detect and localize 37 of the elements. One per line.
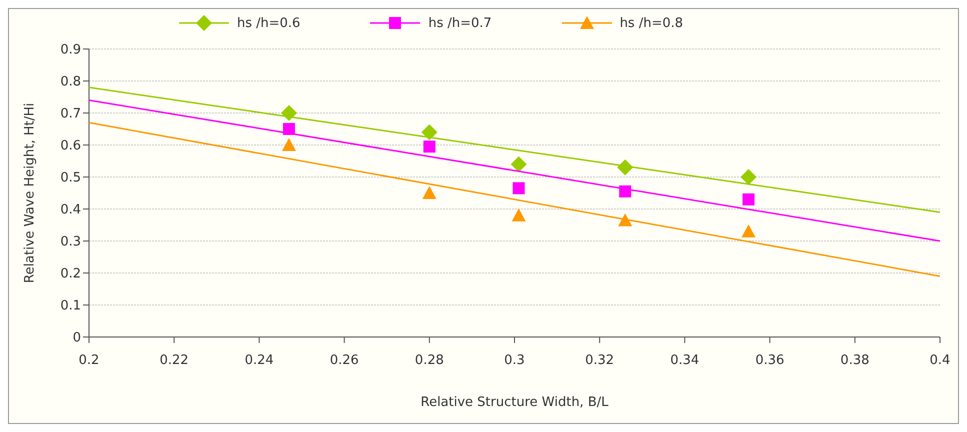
point bbox=[742, 193, 755, 206]
legend-label: hs /h=0.6 bbox=[237, 16, 300, 30]
y-tick-label: 0.5 bbox=[60, 170, 81, 186]
x-tick-label: 0.26 bbox=[330, 353, 359, 368]
y-tick-label: 0.4 bbox=[60, 202, 81, 218]
x-tick-label: 0.34 bbox=[670, 353, 700, 368]
point bbox=[280, 105, 297, 121]
y-tick-label: 0.7 bbox=[60, 106, 81, 122]
point bbox=[512, 208, 526, 222]
x-tick-label: 0.22 bbox=[160, 353, 189, 368]
point bbox=[423, 140, 436, 153]
y-tick-label: 0 bbox=[72, 330, 81, 346]
point bbox=[742, 224, 756, 238]
y-tick-label: 0.3 bbox=[60, 234, 81, 250]
x-tick-label: 0.2 bbox=[78, 353, 100, 368]
x-tick-label: 0.38 bbox=[840, 353, 870, 368]
x-tick-label: 0.36 bbox=[755, 353, 784, 368]
y-tick-label: 0.2 bbox=[60, 266, 81, 282]
point bbox=[422, 186, 436, 199]
point bbox=[282, 138, 296, 151]
x-axis-title: Relative Structure Width, B/L bbox=[420, 395, 610, 410]
y-tick-label: 0.8 bbox=[60, 74, 81, 90]
y-tick-label: 0.6 bbox=[60, 138, 81, 154]
point bbox=[510, 156, 527, 172]
y-tick-label: 0.1 bbox=[60, 298, 81, 314]
x-tick-label: 0.24 bbox=[244, 353, 274, 368]
legend-label: hs /h=0.7 bbox=[428, 16, 492, 30]
y-axis-title: Relative Wave Height, Ht/Hi bbox=[22, 102, 38, 284]
y-tick-label: 0.9 bbox=[60, 42, 81, 58]
point bbox=[421, 124, 438, 140]
legend-label: hs /h=0.8 bbox=[620, 16, 684, 30]
x-tick-label: 0.3 bbox=[504, 353, 525, 368]
point bbox=[512, 182, 525, 194]
point bbox=[740, 169, 757, 185]
x-tick-label: 0.4 bbox=[930, 353, 950, 368]
x-tick-label: 0.28 bbox=[414, 353, 444, 368]
x-tick-label: 0.32 bbox=[585, 353, 614, 368]
